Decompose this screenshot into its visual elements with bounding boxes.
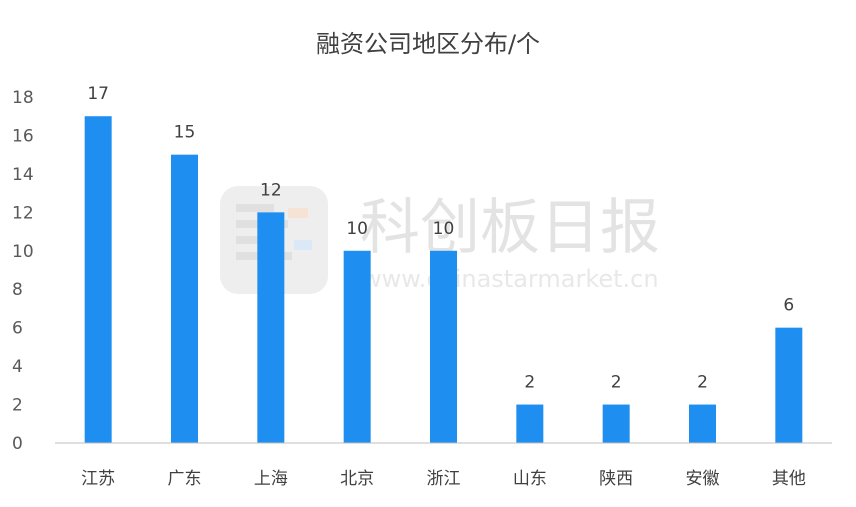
bar <box>689 404 716 443</box>
bar <box>602 404 630 443</box>
chart-title: 融资公司地区分布/个 <box>316 30 540 58</box>
bar <box>84 116 112 443</box>
data-label: 2 <box>697 373 708 393</box>
watermark-url: www.chinastarmarket.cn <box>362 265 659 293</box>
x-tick-label: 安徽 <box>686 469 720 489</box>
data-label: 12 <box>260 180 282 200</box>
y-axis-ticks: 0 2 4 6 8 10 12 14 16 18 <box>12 88 34 454</box>
y-tick-label: 14 <box>12 165 34 185</box>
x-tick-label: 北京 <box>340 469 374 489</box>
bars <box>84 116 803 443</box>
bar <box>430 250 457 443</box>
data-label: 15 <box>174 123 196 143</box>
data-label: 2 <box>611 373 622 393</box>
y-tick-label: 4 <box>12 357 23 377</box>
x-tick-label: 上海 <box>254 469 288 489</box>
bar <box>516 404 544 443</box>
x-axis-labels: 江苏 广东 上海 北京 浙江 山东 陕西 安徽 其他 <box>81 469 806 489</box>
bar <box>343 250 371 443</box>
data-label: 6 <box>783 296 794 316</box>
x-tick-label: 陕西 <box>599 469 633 489</box>
y-tick-label: 2 <box>12 396 23 416</box>
y-tick-label: 12 <box>12 203 34 223</box>
data-labels: 17 15 12 10 10 2 2 2 6 <box>87 84 794 392</box>
x-tick-label: 其他 <box>772 469 806 489</box>
bar <box>257 212 285 443</box>
bar <box>775 327 803 443</box>
watermark-name: 科创板日报 <box>360 193 660 263</box>
y-tick-label: 8 <box>12 280 23 300</box>
data-label: 17 <box>87 84 109 104</box>
bar <box>171 154 198 443</box>
x-tick-label: 浙江 <box>427 469 461 489</box>
y-tick-label: 16 <box>12 126 34 146</box>
data-label: 10 <box>346 219 368 239</box>
y-tick-label: 0 <box>12 434 23 454</box>
x-tick-label: 山东 <box>513 469 547 489</box>
data-label: 10 <box>433 219 455 239</box>
watermark: 科创板日报 www.chinastarmarket.cn <box>220 186 660 294</box>
y-tick-label: 6 <box>12 319 23 339</box>
x-tick-label: 广东 <box>168 469 202 489</box>
x-tick-label: 江苏 <box>81 469 115 489</box>
data-label: 2 <box>524 373 535 393</box>
y-tick-label: 18 <box>12 88 34 108</box>
y-tick-label: 10 <box>12 242 34 262</box>
